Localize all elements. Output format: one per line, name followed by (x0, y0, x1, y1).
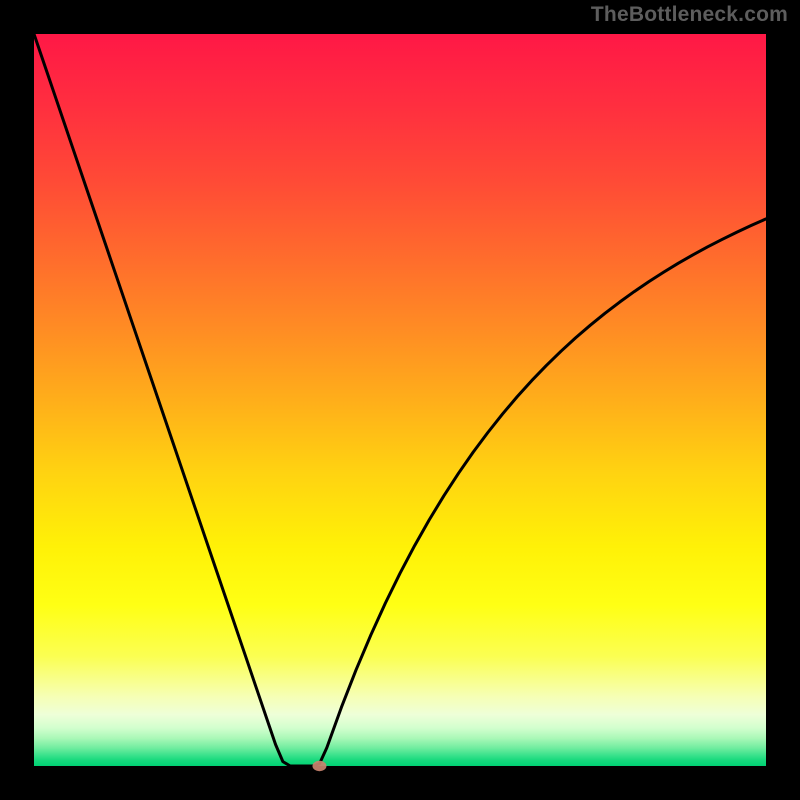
watermark-text: TheBottleneck.com (591, 3, 788, 27)
plot-background (34, 34, 766, 766)
optimal-point-marker (312, 761, 326, 771)
bottleneck-chart (0, 0, 800, 800)
chart-container: TheBottleneck.com (0, 0, 800, 800)
